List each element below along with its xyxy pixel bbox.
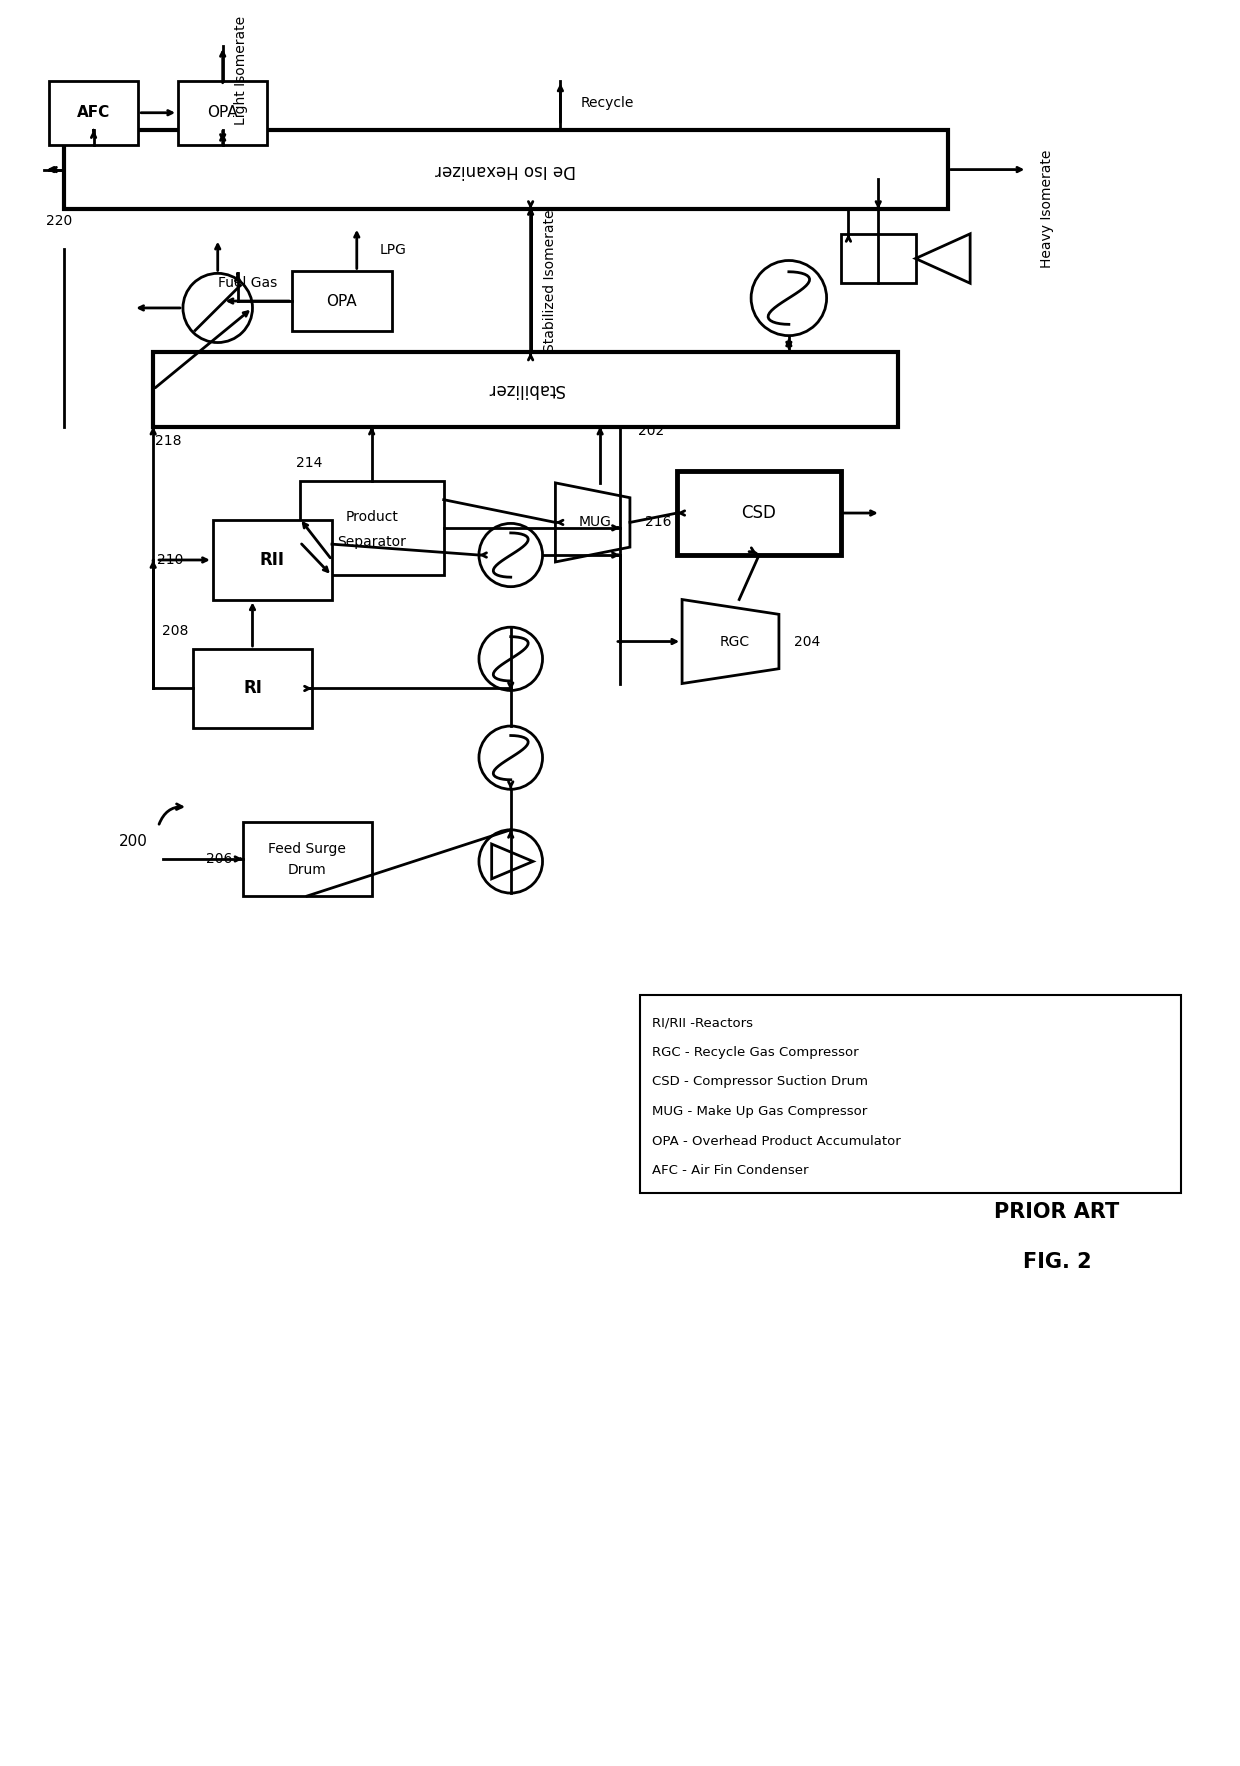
FancyBboxPatch shape [154, 353, 898, 427]
Text: Feed Surge: Feed Surge [268, 842, 346, 857]
Text: 212: 212 [238, 521, 265, 535]
Text: Light Isomerate: Light Isomerate [233, 16, 248, 125]
FancyBboxPatch shape [193, 648, 312, 728]
Text: 202: 202 [637, 424, 665, 438]
Text: RI/RII -Reactors: RI/RII -Reactors [652, 1015, 753, 1030]
FancyBboxPatch shape [179, 81, 268, 145]
Text: Drum: Drum [288, 864, 326, 878]
Text: RII: RII [260, 551, 285, 569]
FancyBboxPatch shape [63, 131, 947, 208]
FancyBboxPatch shape [48, 81, 138, 145]
Text: 220: 220 [46, 214, 72, 228]
Text: 200: 200 [119, 834, 148, 849]
Text: 214: 214 [296, 456, 322, 470]
Text: Heavy Isomerate: Heavy Isomerate [1040, 150, 1054, 268]
Text: OPA: OPA [207, 106, 238, 120]
Text: Recycle: Recycle [580, 97, 634, 109]
Polygon shape [682, 599, 779, 683]
Text: OPA: OPA [326, 293, 357, 309]
Text: Product: Product [345, 510, 398, 523]
Text: RGC: RGC [719, 634, 749, 648]
Text: 218: 218 [155, 434, 181, 449]
FancyBboxPatch shape [677, 472, 841, 555]
Text: PRIOR ART: PRIOR ART [994, 1203, 1120, 1222]
FancyBboxPatch shape [640, 994, 1182, 1192]
FancyBboxPatch shape [243, 821, 372, 895]
Text: Stabilizer: Stabilizer [487, 380, 564, 399]
Text: CSD: CSD [742, 503, 776, 523]
Text: FIG. 2: FIG. 2 [1023, 1252, 1091, 1272]
FancyBboxPatch shape [841, 233, 915, 283]
FancyBboxPatch shape [293, 272, 392, 330]
Text: OPA - Overhead Product Accumulator: OPA - Overhead Product Accumulator [652, 1134, 900, 1148]
Text: 216: 216 [645, 516, 671, 530]
Text: RI: RI [243, 680, 262, 698]
Text: 208: 208 [161, 623, 188, 638]
Text: 204: 204 [794, 634, 820, 648]
Text: 210: 210 [156, 553, 184, 567]
FancyArrowPatch shape [159, 804, 182, 825]
Polygon shape [915, 233, 970, 283]
FancyBboxPatch shape [300, 480, 444, 574]
Text: De Iso Hexanizer: De Iso Hexanizer [435, 161, 577, 178]
Text: MUG - Make Up Gas Compressor: MUG - Make Up Gas Compressor [652, 1106, 867, 1118]
Text: MUG: MUG [579, 516, 611, 530]
Text: LPG: LPG [379, 242, 407, 256]
FancyBboxPatch shape [213, 521, 332, 599]
Text: Stabilized Isomerate: Stabilized Isomerate [543, 210, 558, 351]
Text: CSD - Compressor Suction Drum: CSD - Compressor Suction Drum [652, 1075, 868, 1088]
Text: RGC - Recycle Gas Compressor: RGC - Recycle Gas Compressor [652, 1045, 858, 1058]
Text: 206: 206 [206, 851, 233, 865]
Text: AFC - Air Fin Condenser: AFC - Air Fin Condenser [652, 1164, 808, 1178]
Text: Fuel Gas: Fuel Gas [218, 275, 278, 290]
Text: Separator: Separator [337, 535, 407, 549]
Text: AFC: AFC [77, 106, 110, 120]
Polygon shape [556, 482, 630, 562]
